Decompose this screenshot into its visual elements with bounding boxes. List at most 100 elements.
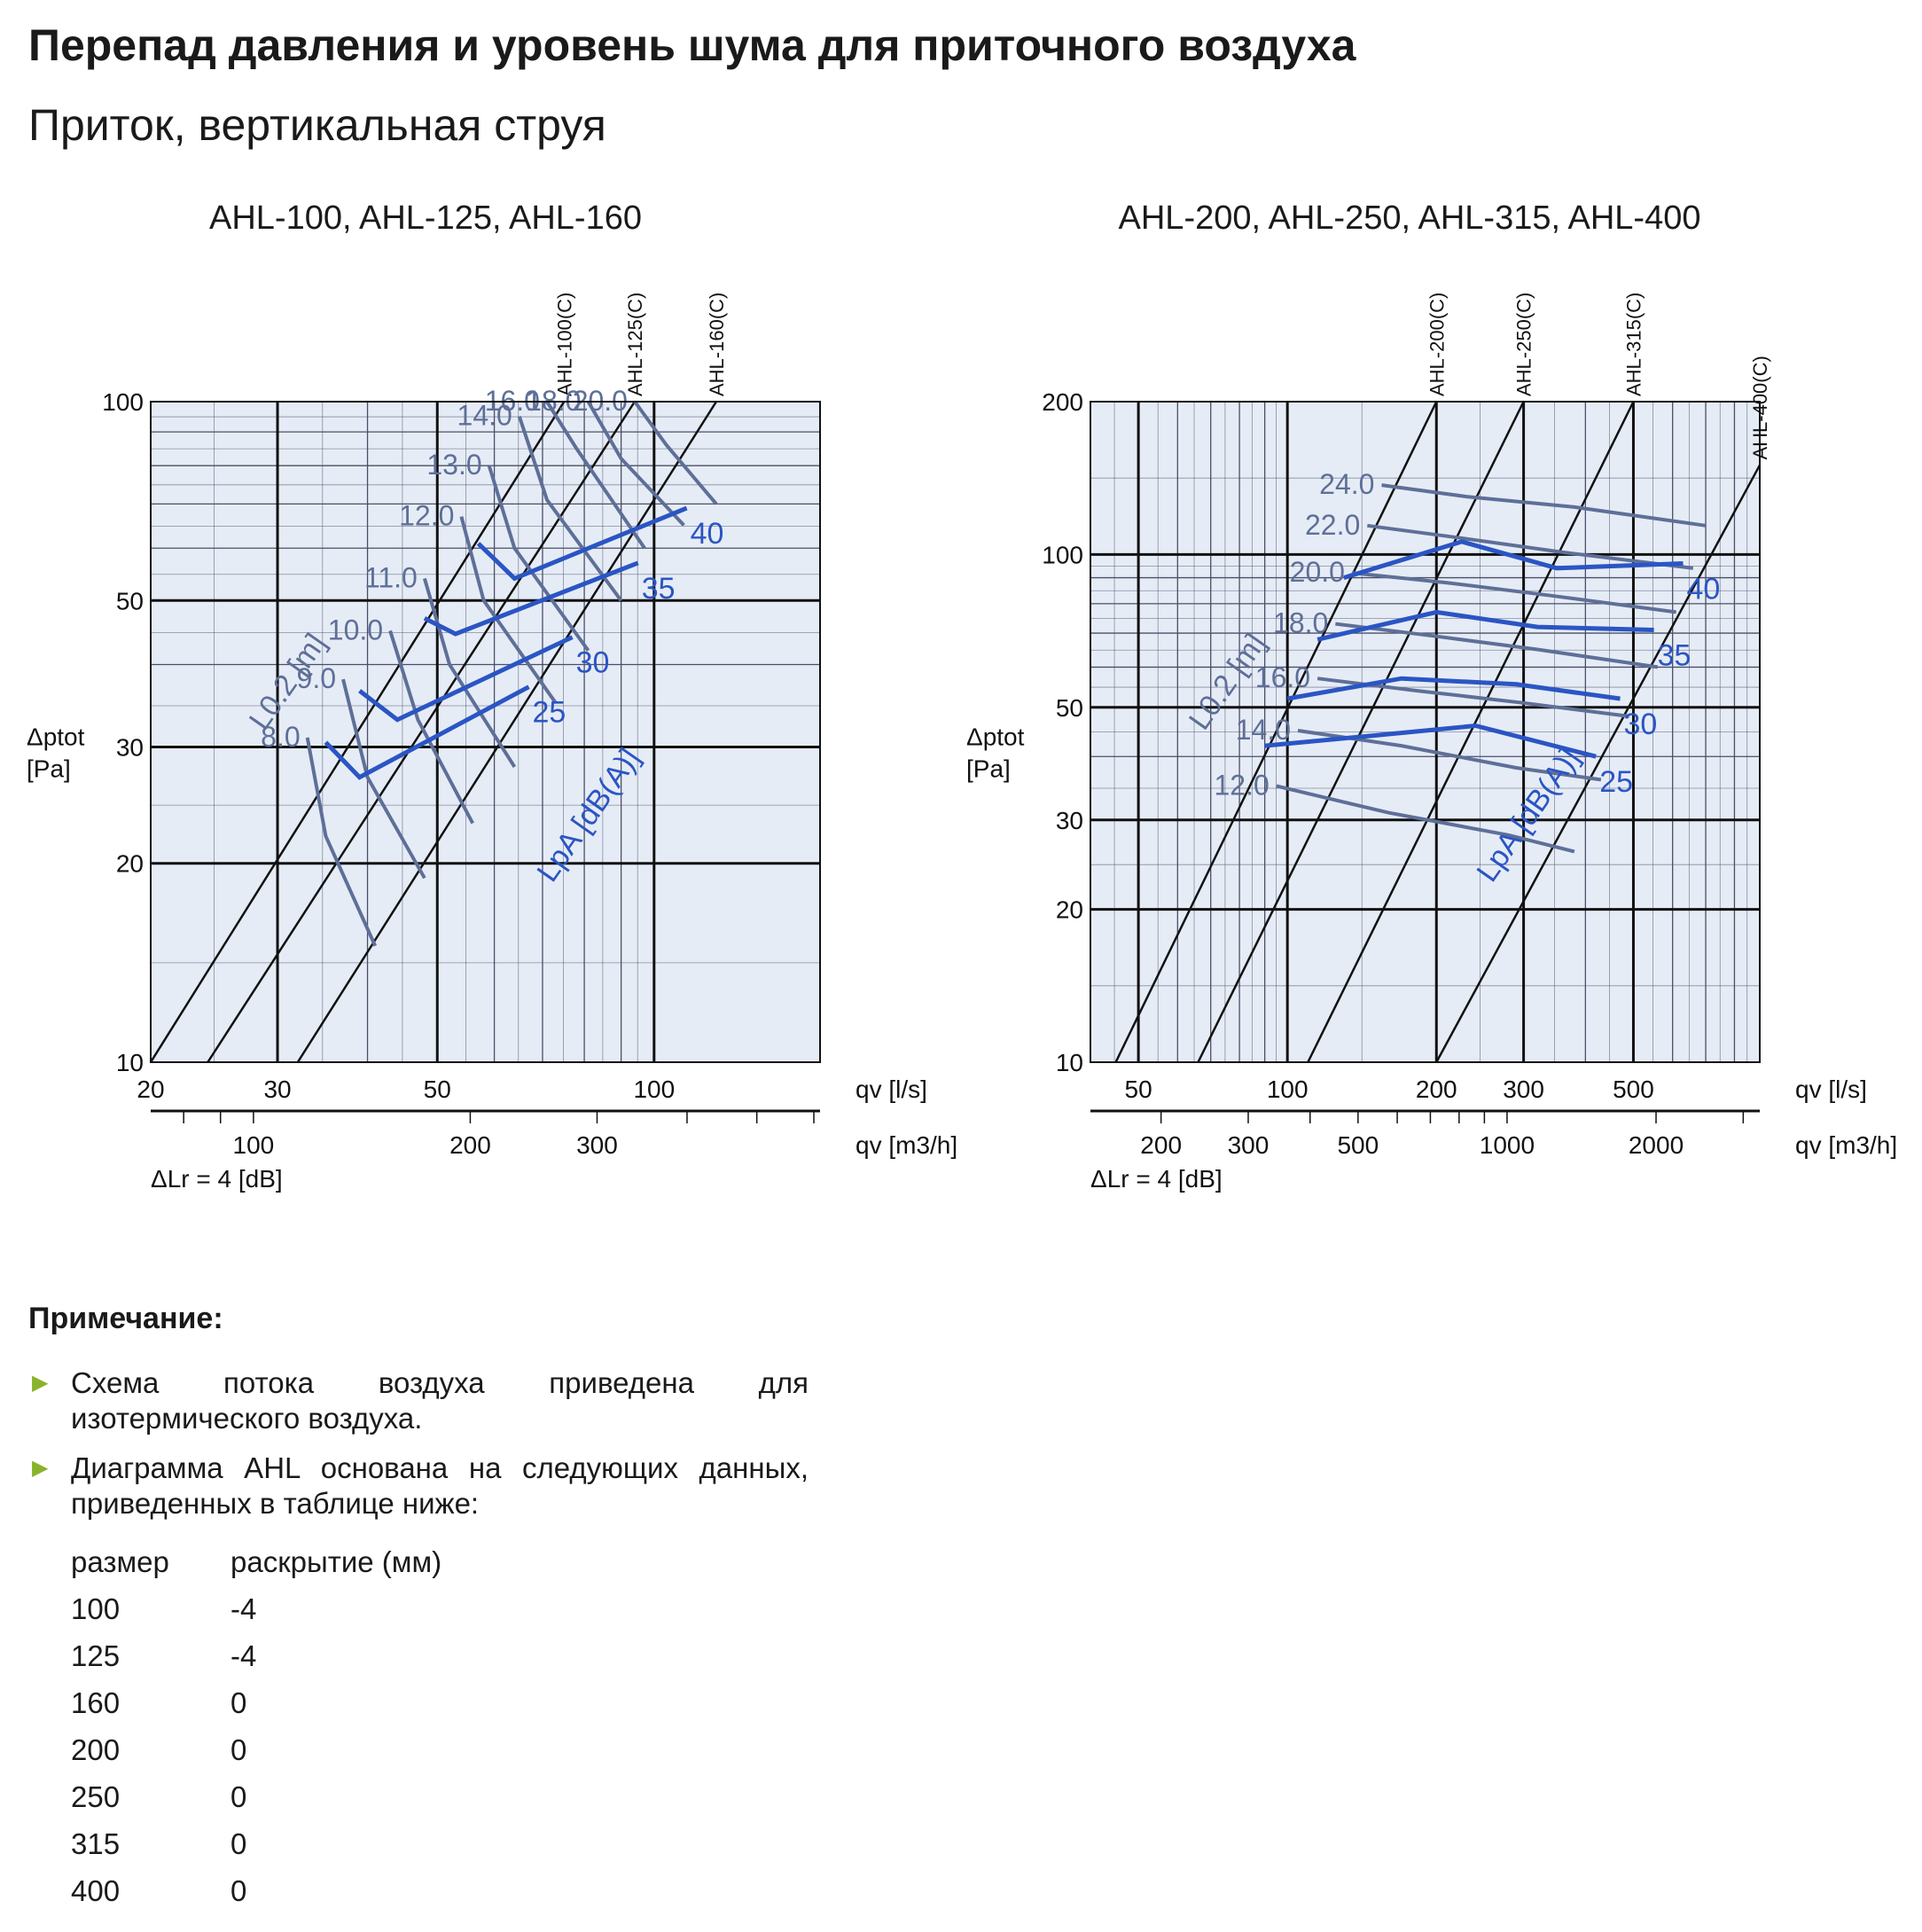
- throw-line-label: 13.0: [426, 449, 481, 481]
- table-header-opening: раскрытие (мм): [230, 1545, 442, 1578]
- size-line: [296, 401, 718, 1062]
- throw-line: [341, 678, 426, 880]
- table-cell: -4: [230, 1592, 257, 1625]
- throw-line-label: 14.0: [457, 400, 512, 432]
- throw-line: [305, 737, 378, 947]
- throw-line: [459, 516, 558, 704]
- secondary-tick-label: 200: [449, 1131, 491, 1159]
- note-item: ▶ Схема потока воздуха приведена для изот…: [28, 1365, 809, 1436]
- table-header-size: размер: [71, 1545, 169, 1578]
- chart-title: AHL-200, AHL-250, AHL-315, AHL-400: [1118, 199, 1701, 237]
- size-line-label: AHL-100(C): [553, 293, 575, 396]
- x-axis-label: qv [l/s]: [1795, 1076, 1867, 1103]
- noise-line-label: 40: [1687, 573, 1721, 606]
- x-axis-label: qv [l/s]: [856, 1076, 927, 1103]
- page-title: Перепад давления и уровень шума для прит…: [28, 20, 1356, 70]
- noise-line-label: 25: [533, 696, 566, 730]
- y-tick-label: 10: [1056, 1049, 1083, 1076]
- throw-line-label: 9.0: [297, 662, 336, 694]
- throw-line-label: 11.0: [364, 561, 418, 593]
- y-axis-unit: [Pa]: [27, 755, 71, 782]
- triangle-bullet-icon: ▶: [32, 1371, 49, 1395]
- throw-line: [545, 400, 646, 550]
- noise-line-label: 25: [1599, 765, 1633, 799]
- table-cell: -4: [230, 1639, 257, 1672]
- y-axis-label: Δptot: [27, 723, 85, 750]
- noise-line: [423, 560, 639, 637]
- table-cell: 200: [71, 1733, 121, 1766]
- throw-line: [633, 400, 718, 505]
- throw-line-label: 12.0: [1214, 769, 1269, 801]
- y-tick-label: 100: [1042, 541, 1083, 568]
- size-opening-table: размер раскрытие (мм) 100 -4 125 -4 160 0 2…: [71, 1538, 441, 1914]
- chart-title: AHL-100, AHL-125, AHL-160: [209, 199, 642, 237]
- throw-line-label: 20.0: [1290, 556, 1345, 588]
- table-cell: 315: [71, 1826, 121, 1860]
- secondary-tick-label: 200: [1140, 1131, 1182, 1159]
- throw-line: [1335, 622, 1659, 669]
- table-row: 160 0: [71, 1679, 441, 1726]
- footnote-label: ΔLr = 4 [dB]: [151, 1165, 283, 1193]
- throw-line-label: 18.0: [1273, 607, 1328, 639]
- x-tick-label: 300: [1503, 1076, 1544, 1103]
- table-cell: 0: [230, 1686, 247, 1719]
- noise-line: [324, 684, 530, 780]
- y-tick-label: 50: [1056, 694, 1083, 722]
- noise-line-label: 35: [1658, 639, 1692, 673]
- size-line-label: AHL-250(C): [1513, 293, 1535, 396]
- triangle-bullet-icon: ▶: [32, 1456, 49, 1480]
- size-line: [207, 401, 637, 1062]
- noise-line-label: 40: [691, 517, 724, 551]
- table-cell: 400: [71, 1873, 121, 1907]
- y-tick-label: 10: [116, 1049, 144, 1076]
- throw-line: [422, 577, 517, 768]
- note-text: Схема потока воздуха приведена для изоте…: [71, 1366, 809, 1435]
- y-tick-label: 100: [102, 388, 144, 416]
- throw-line: [388, 630, 474, 825]
- note-item: ▶ Диаграмма AHL основана на следующих дан…: [28, 1451, 809, 1521]
- throw-line: [586, 400, 685, 527]
- throw-line: [1367, 523, 1694, 570]
- y-axis-unit: [Pa]: [966, 755, 1011, 782]
- footnote-label: ΔLr = 4 [dB]: [1090, 1165, 1223, 1193]
- size-line: [1114, 401, 1438, 1062]
- secondary-tick-label: 500: [1337, 1131, 1379, 1159]
- noise-line: [358, 635, 574, 723]
- throw-line-label: 8.0: [261, 721, 300, 753]
- note-text: Диаграмма AHL основана на следующих данн…: [71, 1451, 809, 1520]
- table-cell: 100: [71, 1592, 121, 1625]
- table-cell: 125: [71, 1639, 121, 1672]
- x-tick-label: 20: [137, 1076, 164, 1103]
- x-tick-label: 100: [633, 1076, 675, 1103]
- size-line-label: AHL-315(C): [1622, 293, 1645, 396]
- throw-line-label: 24.0: [1319, 468, 1374, 500]
- size-line-label: AHL-200(C): [1426, 293, 1448, 396]
- secondary-tick-label: 300: [576, 1131, 618, 1159]
- table-cell: 160: [71, 1686, 121, 1719]
- y-tick-label: 200: [1042, 388, 1083, 416]
- y-tick-label: 30: [116, 734, 144, 762]
- table-header-row: размер раскрытие (мм): [71, 1538, 441, 1585]
- noise-line-label: 30: [576, 646, 610, 680]
- table-cell: 0: [230, 1733, 247, 1766]
- throw-line: [517, 415, 623, 602]
- secondary-tick-label: 1000: [1480, 1131, 1535, 1159]
- size-line-label: AHL-160(C): [706, 293, 728, 396]
- noise-line: [1316, 609, 1654, 642]
- plot-frame: [1090, 401, 1761, 1063]
- chart-svg: 50 100 200 300 500 10 20 30 50 100 200 AHL-200(C) AH…: [966, 293, 1897, 1193]
- chart-large-sizes: AHL-200, AHL-250, AHL-315, AHL-400 50 100…: [940, 199, 1922, 1246]
- throw-line: [1351, 571, 1676, 614]
- table-row: 125 -4: [71, 1632, 441, 1679]
- plot-frame: [150, 401, 821, 1063]
- noise-line: [1286, 676, 1621, 701]
- noise-line: [476, 505, 688, 582]
- throw-line: [487, 465, 590, 652]
- table-row: 100 -4: [71, 1585, 441, 1632]
- secondary-tick-label: 2000: [1629, 1131, 1684, 1159]
- table-row: 315 0: [71, 1820, 441, 1867]
- note-heading: Примечание:: [28, 1302, 223, 1335]
- table-cell: 0: [230, 1826, 247, 1860]
- x-tick-label: 50: [1125, 1076, 1152, 1103]
